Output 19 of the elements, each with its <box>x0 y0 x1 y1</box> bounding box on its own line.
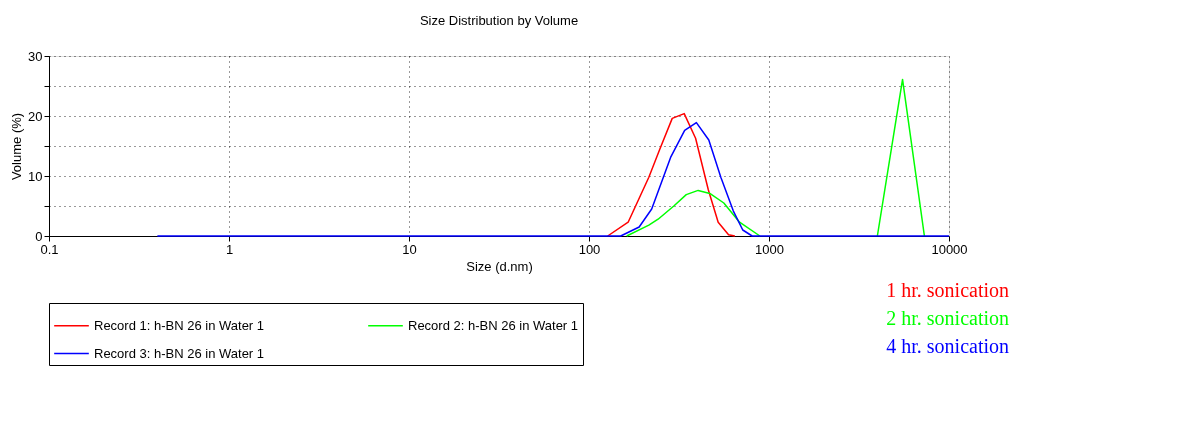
legend-label: Record 2: h-BN 26 in Water 1 <box>408 317 579 333</box>
text: 4 hr. sonication <box>886 335 1009 357</box>
chart-title: Size Distribution by Volume <box>419 13 579 28</box>
legend-label: Record 1: h-BN 26 in Water 1 <box>94 317 265 333</box>
x-tick-label: 100 <box>578 241 601 257</box>
y-tick-label: 10 <box>28 168 43 184</box>
legend-label: Record 3: h-BN 26 in Water 1 <box>94 345 265 361</box>
text: 2 hr. sonication <box>886 307 1009 329</box>
x-tick-label: 1 <box>225 241 234 257</box>
x-tick-label: 0.1 <box>40 241 59 257</box>
y-axis-title: Volume (%) <box>9 112 25 181</box>
y-tick-label: 30 <box>28 48 43 64</box>
x-axis-title: Size (d.nm) <box>466 258 533 274</box>
x-tick-label: 10000 <box>931 241 968 257</box>
x-tick-label: 1000 <box>755 241 784 257</box>
x-tick-label: 10 <box>402 241 417 257</box>
y-tick-label: 20 <box>28 108 43 124</box>
text: 1 hr. sonication <box>886 279 1009 301</box>
y-tick-label: 0 <box>35 228 43 244</box>
